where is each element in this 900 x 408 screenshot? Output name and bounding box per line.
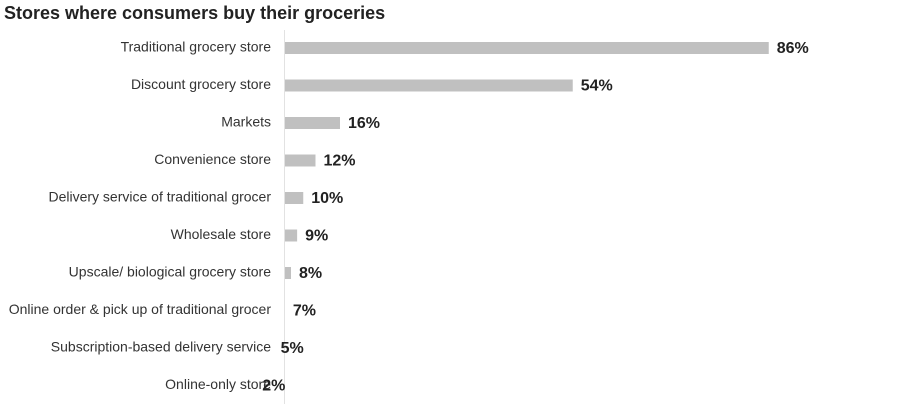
value-label: 7% (293, 303, 316, 320)
value-label: 8% (299, 265, 322, 282)
bar (285, 229, 298, 242)
bar (285, 267, 291, 279)
category-label: Markets (221, 114, 271, 130)
value-label: 2% (262, 378, 285, 395)
value-label: 12% (324, 153, 356, 170)
category-label: Convenience store (154, 151, 271, 167)
bar (285, 42, 769, 54)
value-label: 54% (581, 78, 613, 95)
category-label: Online-only store (165, 376, 271, 392)
bar (285, 192, 304, 204)
category-label: Upscale/ biological grocery store (69, 264, 272, 280)
bar (285, 79, 573, 92)
chart-title: Stores where consumers buy their groceri… (4, 3, 385, 23)
value-label: 16% (348, 115, 380, 132)
category-label: Discount grocery store (131, 76, 271, 92)
bar (285, 154, 316, 167)
bar (285, 117, 340, 129)
category-label: Traditional grocery store (121, 39, 272, 55)
value-label: 5% (281, 340, 304, 357)
category-label: Wholesale store (171, 226, 272, 242)
value-label: 9% (305, 228, 328, 245)
value-label: 10% (311, 190, 343, 207)
value-label: 86% (777, 40, 809, 57)
category-label: Delivery service of traditional grocer (48, 189, 271, 205)
category-label: Online order & pick up of traditional gr… (9, 301, 272, 317)
category-label: Subscription-based delivery service (51, 339, 271, 355)
